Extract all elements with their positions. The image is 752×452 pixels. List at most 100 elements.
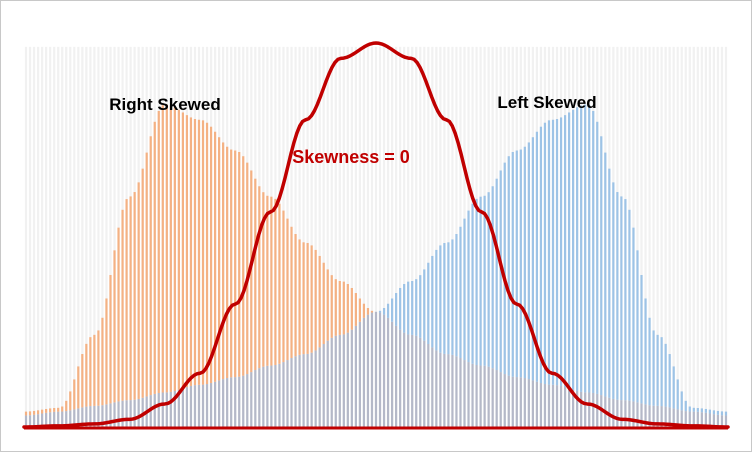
overlap-bar — [459, 358, 462, 427]
left-skewed-bar — [411, 281, 414, 335]
overlap-bar — [588, 392, 591, 427]
left-skewed-bar — [692, 407, 695, 412]
overlap-bar — [648, 405, 651, 427]
right-skewed-bar — [302, 242, 305, 355]
overlap-bar — [173, 390, 176, 427]
overlap-bar — [411, 334, 414, 427]
overlap-bar — [455, 356, 458, 427]
background-bar — [65, 46, 68, 428]
overlap-bar — [318, 347, 321, 427]
overlap-bar — [177, 389, 180, 427]
background-bar — [101, 46, 104, 428]
overlap-bar — [527, 379, 530, 427]
left-skewed-bar — [676, 379, 679, 410]
overlap-bar — [688, 411, 691, 427]
right-skewed-bar — [278, 203, 281, 364]
overlap-bar — [201, 384, 205, 427]
right-skewed-bar — [93, 334, 96, 406]
right-skewed-bar — [254, 178, 257, 371]
right-skewed-bar — [238, 151, 241, 377]
left-skewed-bar — [507, 156, 510, 376]
left-skewed-bar — [551, 119, 555, 385]
background-bar — [688, 46, 691, 428]
right-skewed-bar — [338, 281, 341, 335]
left-skewed-bar — [664, 343, 667, 407]
overlap-bar — [712, 414, 716, 427]
overlap-bar — [250, 372, 253, 427]
left-skewed-bar — [439, 245, 442, 353]
right-skewed-bar — [185, 115, 189, 388]
overlap-bar — [435, 350, 438, 427]
overlap-bar — [684, 411, 687, 427]
overlap-bar — [28, 415, 32, 427]
overlap-bar — [234, 377, 237, 427]
overlap-bar — [499, 372, 502, 427]
left-skewed-bar — [608, 168, 611, 398]
left-skewed-label: Left Skewed — [497, 93, 596, 112]
right-skewed-bars — [24, 104, 374, 416]
overlap-bar — [539, 383, 543, 427]
right-skewed-bar — [294, 234, 297, 357]
background-bar — [696, 46, 699, 428]
overlap-bar — [246, 374, 249, 427]
background-bar — [386, 46, 390, 428]
overlap-bar — [483, 365, 486, 427]
overlap-bar — [81, 407, 84, 427]
overlap-bar — [53, 411, 56, 427]
background-bar — [346, 46, 349, 428]
overlap-bar — [161, 392, 164, 427]
overlap-bar — [523, 378, 526, 427]
left-skewed-bar — [543, 122, 547, 385]
left-skewed-bar — [680, 391, 683, 411]
background-bar — [85, 46, 88, 428]
overlap-bar — [197, 384, 201, 427]
left-skewed-bar — [704, 408, 707, 413]
overlap-bar — [258, 368, 261, 427]
background-bar — [712, 46, 716, 428]
background-bar — [395, 46, 398, 428]
left-skewed-bar — [720, 411, 724, 416]
overlap-bar — [720, 415, 724, 427]
background-bar — [411, 46, 414, 428]
right-skewed-bar — [262, 192, 265, 367]
left-skewed-bar — [415, 279, 418, 336]
overlap-bar — [390, 321, 394, 427]
left-skewed-bar — [491, 186, 494, 369]
background-bar — [338, 46, 341, 428]
overlap-bar — [137, 398, 140, 427]
left-skewed-bar — [624, 199, 627, 401]
left-skewed-bar — [684, 400, 687, 412]
overlap-bar — [447, 354, 450, 427]
background-bar — [105, 46, 108, 428]
overlap-bar — [350, 329, 353, 427]
overlap-bar — [165, 392, 168, 427]
overlap-bar — [374, 311, 378, 427]
overlap-bar — [101, 405, 104, 427]
overlap-bar — [676, 409, 679, 427]
overlap-bar — [346, 332, 349, 427]
right-skewed-bar — [125, 199, 128, 401]
overlap-bar — [559, 385, 563, 427]
right-skewed-bar — [141, 168, 144, 398]
overlap-bar — [141, 397, 144, 427]
background-bar — [73, 46, 76, 428]
overlap-bar — [205, 384, 209, 427]
background-bar — [302, 46, 305, 428]
left-skewed-bar — [640, 275, 643, 404]
overlap-bar — [366, 314, 370, 427]
overlap-bar — [664, 406, 667, 427]
overlap-bar — [238, 376, 241, 427]
background-bar — [374, 46, 378, 428]
left-skewed-bar — [407, 281, 410, 335]
right-skewed-bar — [314, 249, 317, 351]
right-skewed-bar — [270, 196, 273, 366]
left-skewed-bar — [563, 115, 567, 388]
overlap-bar — [181, 388, 185, 427]
left-skewed-bar — [688, 406, 691, 412]
right-skewed-bar — [36, 410, 40, 415]
overlap-bar — [567, 388, 571, 427]
background-bar — [109, 46, 112, 428]
overlap-bar — [419, 337, 422, 427]
overlap-bar — [169, 391, 172, 427]
right-skewed-bar — [28, 411, 32, 416]
